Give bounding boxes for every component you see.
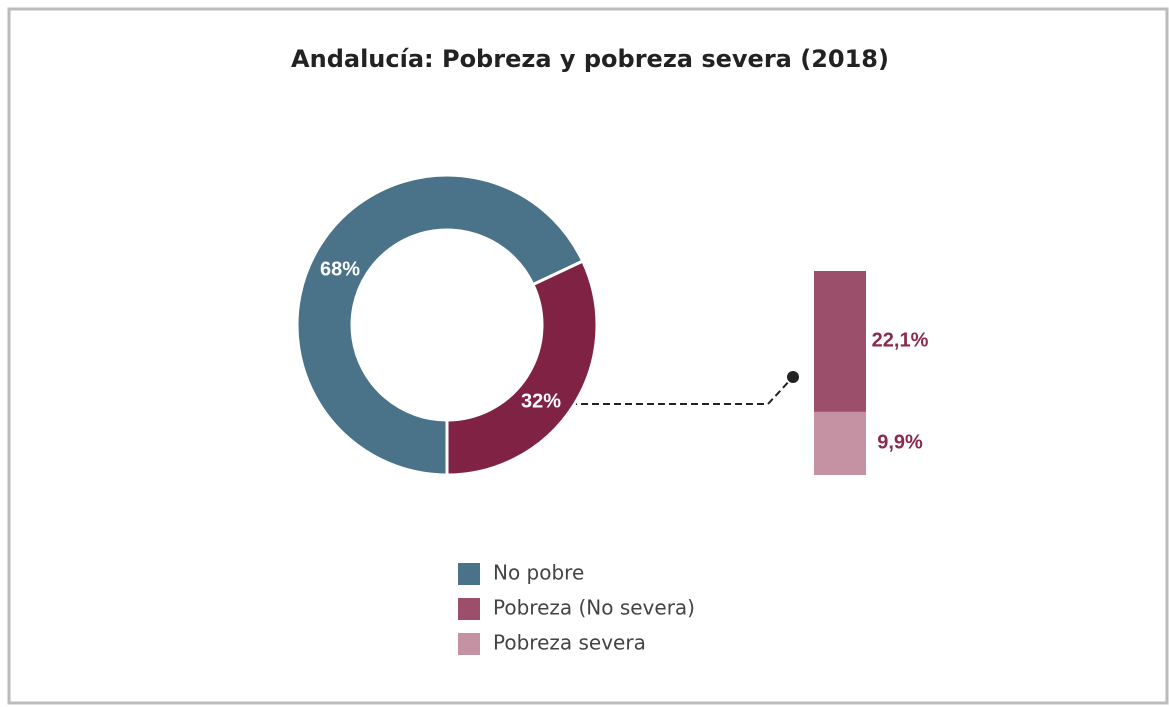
legend-label: Pobreza severa (493, 631, 646, 655)
connector-dot (787, 371, 799, 383)
bar-segment (814, 271, 866, 412)
slice-label: 32% (521, 390, 561, 412)
donut-slice (445, 259, 599, 477)
connector (570, 376, 794, 405)
bar-label: 9,9% (877, 432, 923, 454)
legend-swatch (458, 563, 480, 585)
bar-segment (814, 411, 866, 475)
slice-label: 68% (320, 258, 360, 280)
legend-label: No pobre (493, 561, 584, 585)
donut-slice (295, 173, 585, 477)
chart-title: Andalucía: Pobreza y pobreza severa (201… (291, 45, 889, 73)
bar-label: 22,1% (872, 330, 929, 352)
legend-label: Pobreza (No severa) (493, 596, 695, 620)
legend-swatch (458, 633, 480, 655)
legend-swatch (458, 598, 480, 620)
